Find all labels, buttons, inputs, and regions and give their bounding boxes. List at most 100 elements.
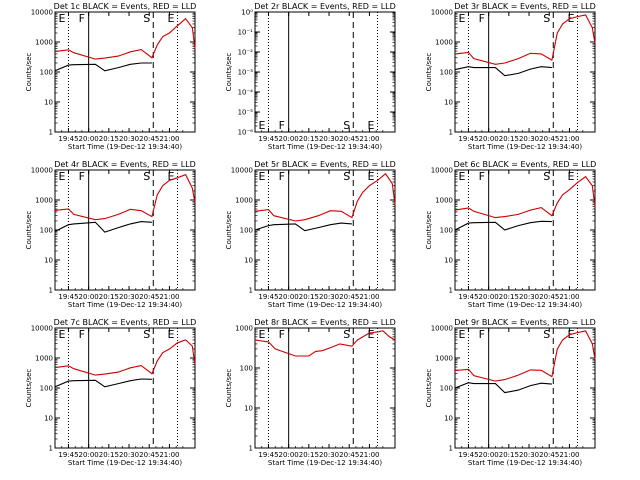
y-tick-label: 1000 (35, 355, 53, 363)
panel-2: Det 2r BLACK = Events, RED = LLD 10⁻⁶ 10⁻⁵… (225, 2, 396, 151)
panel-title: Det 2r BLACK = Events, RED = LLD (254, 2, 396, 11)
panel-title: Det 7c BLACK = Events, RED = LLD (54, 318, 197, 327)
marker-label: E (168, 170, 175, 183)
y-tick-label: 1 (49, 129, 53, 137)
y-tick-label: 1 (249, 445, 253, 453)
x-tick-label: 21:00 (559, 293, 579, 301)
plot-frame (54, 169, 196, 291)
marker-label: S (343, 328, 350, 341)
x-tick-label: 21:00 (159, 451, 179, 459)
x-tick-label: 20:00 (279, 451, 299, 459)
marker-label: E (368, 170, 375, 183)
y-axis-label: Counts/sec (425, 369, 433, 408)
lld-line (54, 173, 196, 221)
y-tick-label: 1 (49, 445, 53, 453)
plot-frame (454, 169, 596, 291)
y-axis-label: Counts/sec (225, 53, 233, 92)
x-tick-label: 20:45 (139, 293, 159, 301)
plot-frame (54, 11, 196, 133)
x-tick-label: 20:30 (319, 451, 339, 459)
y-tick-label: 1000 (435, 39, 453, 47)
lld-line (254, 172, 396, 222)
y-tick-label: 100 (440, 385, 453, 393)
x-axis-label: Start Time (19-Dec-12 19:34:40) (268, 301, 382, 309)
x-tick-label: 19:45 (58, 451, 78, 459)
marker-label: F (279, 328, 285, 341)
y-tick-label: 100 (40, 227, 53, 235)
events-line (54, 221, 152, 233)
x-tick-label: 19:45 (58, 135, 78, 143)
marker-label: S (143, 170, 150, 183)
panel-1: Det 1c BLACK = Events, RED = LLD 1 10 100 10… (25, 2, 196, 151)
y-tick-label: 10000 (231, 167, 253, 175)
x-tick-label: 20:30 (319, 135, 339, 143)
x-tick-label: 20:15 (499, 293, 519, 301)
y-tick-label: 10⁻² (238, 49, 254, 57)
x-tick-label: 20:45 (139, 451, 159, 459)
y-axis-label: Counts/sec (25, 53, 33, 92)
panel-7: Det 7c BLACK = Events, RED = LLD 1 10 100 10… (25, 318, 196, 467)
y-tick-label: 100 (240, 227, 253, 235)
x-tick-label: 20:30 (519, 293, 539, 301)
y-tick-label: 100 (240, 365, 253, 373)
x-tick-label: 20:45 (539, 293, 559, 301)
y-tick-label: 10⁻³ (238, 69, 254, 77)
y-tick-label: 10 (444, 99, 453, 107)
x-tick-label: 20:15 (99, 135, 119, 143)
panel-title: Det 9r BLACK = Events, RED = LLD (454, 318, 596, 327)
x-tick-label: 20:15 (499, 135, 519, 143)
x-axis-label: Start Time (19-Dec-12 19:34:40) (68, 301, 182, 309)
y-tick-label: 10⁻⁵ (238, 109, 254, 117)
x-tick-label: 19:45 (58, 293, 78, 301)
marker-label: E (58, 170, 65, 183)
x-tick-label: 20:45 (539, 135, 559, 143)
marker-label: E (458, 12, 465, 25)
x-tick-label: 19:45 (458, 293, 478, 301)
plot-frame (254, 11, 396, 133)
y-tick-label: 10 (44, 99, 53, 107)
x-tick-label: 20:45 (339, 293, 359, 301)
y-tick-label: 10 (244, 257, 253, 265)
marker-label: S (543, 12, 550, 25)
y-tick-label: 1000 (235, 325, 253, 333)
y-tick-label: 1000 (435, 355, 453, 363)
y-tick-label: 10000 (31, 325, 53, 333)
y-axis-label: Counts/sec (225, 211, 233, 250)
panel-5: Det 5r BLACK = Events, RED = LLD 1 10 100 10… (225, 160, 396, 309)
panel-title: Det 5r BLACK = Events, RED = LLD (254, 160, 396, 169)
y-tick-label: 10 (44, 257, 53, 265)
x-tick-label: 19:45 (458, 135, 478, 143)
panel-title: Det 3r BLACK = Events, RED = LLD (454, 2, 596, 11)
marker-label: E (168, 328, 175, 341)
x-tick-label: 21:00 (159, 135, 179, 143)
panel-title: Det 4r BLACK = Events, RED = LLD (54, 160, 196, 169)
panel-6: Det 6c BLACK = Events, RED = LLD 1 10 100 10… (425, 160, 596, 309)
y-tick-label: 1 (449, 129, 453, 137)
x-tick-label: 20:00 (279, 293, 299, 301)
marker-label: F (279, 170, 285, 183)
y-tick-label: 1000 (35, 39, 53, 47)
x-tick-label: 20:45 (339, 135, 359, 143)
lld-line (454, 14, 596, 65)
marker-label: F (479, 328, 485, 341)
y-axis-label: Counts/sec (25, 369, 33, 408)
x-tick-label: 20:45 (539, 451, 559, 459)
marker-label: F (479, 12, 485, 25)
y-tick-label: 100 (440, 69, 453, 77)
panel-4: Det 4r BLACK = Events, RED = LLD 1 10 100 10… (25, 160, 196, 309)
panel-title: Det 6c BLACK = Events, RED = LLD (454, 160, 597, 169)
x-tick-label: 20:45 (339, 451, 359, 459)
x-tick-label: 20:00 (279, 135, 299, 143)
x-tick-label: 20:45 (139, 135, 159, 143)
marker-label: E (458, 170, 465, 183)
panel-9: Det 9r BLACK = Events, RED = LLD 1 10 100 10… (425, 318, 596, 467)
marker-label: E (368, 328, 375, 341)
marker-label: F (279, 119, 285, 132)
marker-label: S (143, 12, 150, 25)
x-axis-label: Start Time (19-Dec-12 19:34:40) (468, 301, 582, 309)
x-tick-label: 20:15 (99, 451, 119, 459)
panel-title: Det 8r BLACK = Events, RED = LLD (254, 318, 396, 327)
y-tick-label: 10000 (431, 325, 453, 333)
marker-label: S (343, 170, 350, 183)
y-tick-label: 1000 (35, 197, 53, 205)
